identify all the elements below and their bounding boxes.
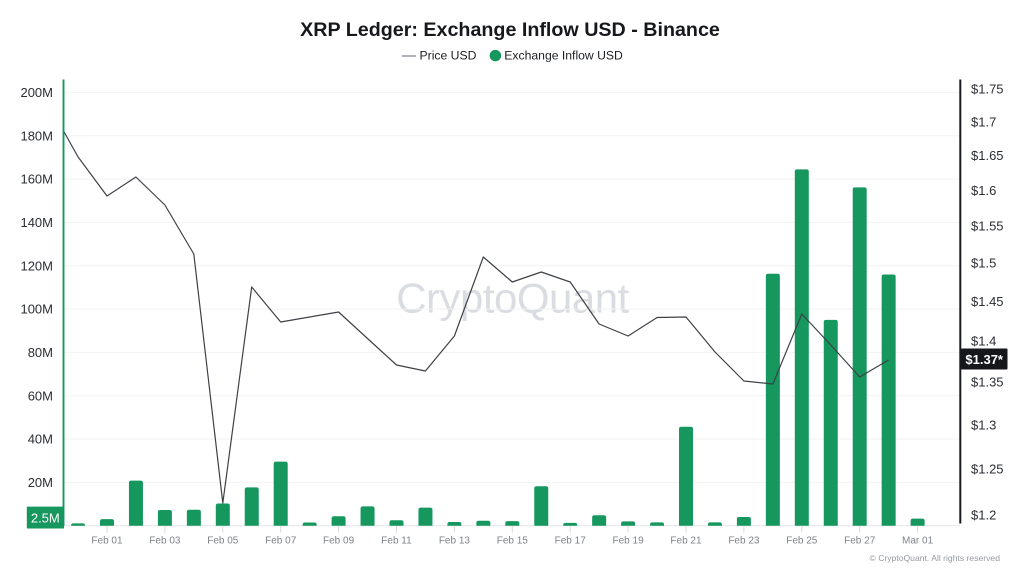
svg-text:$1.6: $1.6: [971, 183, 996, 198]
svg-text:Feb 05: Feb 05: [207, 536, 239, 547]
svg-text:40M: 40M: [28, 432, 53, 447]
svg-text:© CryptoQuant. All rights rese: © CryptoQuant. All rights reserved: [869, 553, 1000, 563]
svg-text:XRP Ledger: Exchange Inflow US: XRP Ledger: Exchange Inflow USD - Binanc…: [300, 19, 720, 41]
svg-text:Feb 13: Feb 13: [439, 536, 471, 547]
svg-text:$1.4: $1.4: [971, 334, 996, 349]
svg-text:$1.45: $1.45: [971, 294, 1004, 309]
svg-text:100M: 100M: [20, 302, 53, 317]
svg-text:200M: 200M: [20, 85, 53, 100]
svg-text:Feb 21: Feb 21: [670, 536, 702, 547]
svg-text:Feb 07: Feb 07: [265, 536, 297, 547]
svg-text:Feb 23: Feb 23: [728, 536, 760, 547]
svg-text:$1.2: $1.2: [971, 508, 996, 523]
svg-text:20M: 20M: [28, 475, 53, 490]
svg-text:$1.75: $1.75: [971, 82, 1004, 97]
svg-text:60M: 60M: [28, 388, 53, 403]
svg-text:2.5M: 2.5M: [31, 510, 60, 525]
svg-text:$1.55: $1.55: [971, 219, 1004, 234]
svg-text:Mar 01: Mar 01: [902, 536, 934, 547]
svg-text:140M: 140M: [20, 215, 53, 230]
svg-text:$1.5: $1.5: [971, 256, 996, 271]
svg-text:Feb 17: Feb 17: [555, 536, 587, 547]
svg-text:Feb 11: Feb 11: [381, 536, 412, 547]
svg-text:Feb 15: Feb 15: [497, 536, 529, 547]
svg-text:Feb 27: Feb 27: [844, 536, 876, 547]
svg-text:Price USD: Price USD: [420, 48, 477, 62]
svg-text:180M: 180M: [20, 128, 53, 143]
svg-text:$1.35: $1.35: [971, 375, 1004, 390]
svg-text:Feb 09: Feb 09: [323, 536, 355, 547]
svg-text:CryptoQuant: CryptoQuant: [396, 275, 629, 322]
svg-text:80M: 80M: [28, 345, 53, 360]
svg-text:Exchange Inflow USD: Exchange Inflow USD: [504, 48, 623, 62]
svg-text:Feb 19: Feb 19: [613, 536, 645, 547]
svg-text:$1.37*: $1.37*: [965, 352, 1004, 367]
svg-text:$1.7: $1.7: [971, 114, 996, 129]
svg-text:$1.3: $1.3: [971, 417, 996, 432]
svg-text:Feb 01: Feb 01: [91, 536, 123, 547]
svg-text:Feb 03: Feb 03: [149, 536, 181, 547]
svg-text:120M: 120M: [20, 258, 53, 273]
svg-text:160M: 160M: [20, 172, 53, 187]
svg-text:$1.25: $1.25: [971, 462, 1004, 477]
svg-text:$1.65: $1.65: [971, 148, 1004, 163]
svg-text:Feb 25: Feb 25: [786, 536, 818, 547]
